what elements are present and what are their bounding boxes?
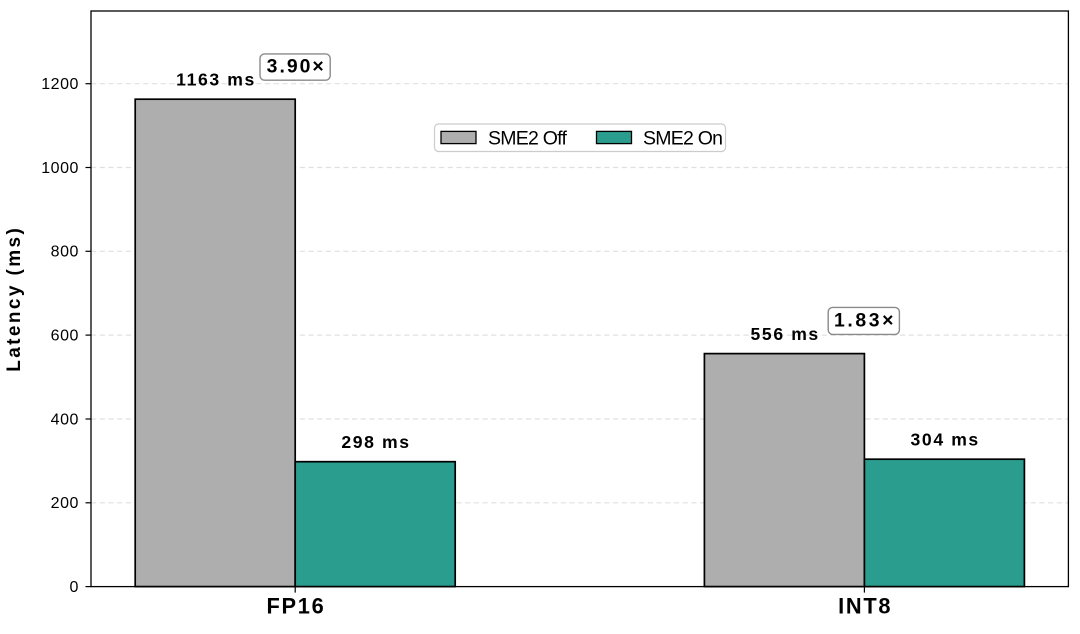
svg-text:800: 800 xyxy=(51,244,79,261)
svg-text:FP16: FP16 xyxy=(267,593,326,618)
svg-text:1163 ms: 1163 ms xyxy=(176,69,256,89)
svg-text:SME2 Off: SME2 Off xyxy=(488,127,568,149)
svg-text:400: 400 xyxy=(51,411,79,428)
svg-text:1000: 1000 xyxy=(41,160,79,177)
svg-text:SME2 On: SME2 On xyxy=(643,127,722,149)
svg-text:298 ms: 298 ms xyxy=(341,432,410,452)
svg-text:1.83×: 1.83× xyxy=(834,310,896,332)
svg-text:200: 200 xyxy=(51,495,79,512)
svg-text:INT8: INT8 xyxy=(838,593,892,618)
svg-text:0: 0 xyxy=(70,579,79,596)
svg-text:556 ms: 556 ms xyxy=(751,324,820,344)
svg-text:3.90×: 3.90× xyxy=(267,56,326,78)
svg-text:304 ms: 304 ms xyxy=(911,429,980,449)
svg-text:600: 600 xyxy=(51,328,79,345)
svg-text:1200: 1200 xyxy=(41,76,79,93)
svg-text:Latency (ms): Latency (ms) xyxy=(4,226,25,372)
